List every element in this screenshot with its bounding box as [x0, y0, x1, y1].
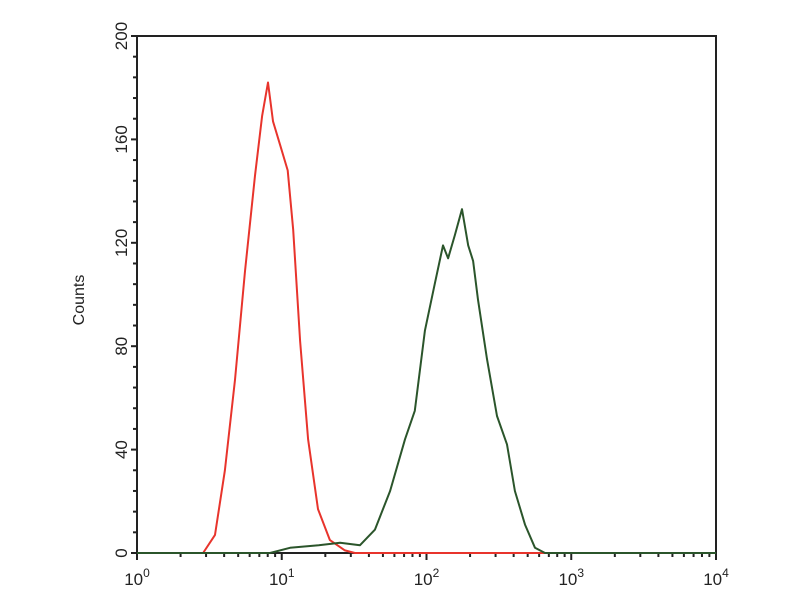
x-tick-label: 100 [124, 566, 150, 589]
y-tick-label: 80 [112, 337, 131, 356]
x-tick-label: 103 [558, 566, 584, 589]
y-tick-label: 40 [112, 440, 131, 459]
y-tick-label: 0 [112, 548, 131, 557]
x-tick-exponent: 1 [288, 566, 295, 580]
x-tick-base: 10 [414, 570, 433, 589]
x-tick-exponent: 2 [433, 566, 440, 580]
x-tick-exponent: 4 [722, 566, 729, 580]
x-tick-exponent: 0 [143, 566, 150, 580]
x-tick-exponent: 3 [577, 566, 584, 580]
x-tick-label: 104 [703, 566, 729, 589]
x-tick-base: 10 [703, 570, 722, 589]
x-tick-base: 10 [124, 570, 143, 589]
x-tick-base: 10 [269, 570, 288, 589]
x-tick-base: 10 [558, 570, 577, 589]
y-tick-label: 160 [112, 125, 131, 153]
y-axis-label: Counts [71, 275, 88, 326]
y-tick-label: 200 [112, 22, 131, 50]
x-tick-label: 102 [414, 566, 440, 589]
histogram-series-2 [137, 208, 716, 554]
y-tick-label: 120 [112, 229, 131, 257]
histogram-series-1 [137, 81, 716, 554]
x-tick-label: 101 [269, 566, 295, 589]
